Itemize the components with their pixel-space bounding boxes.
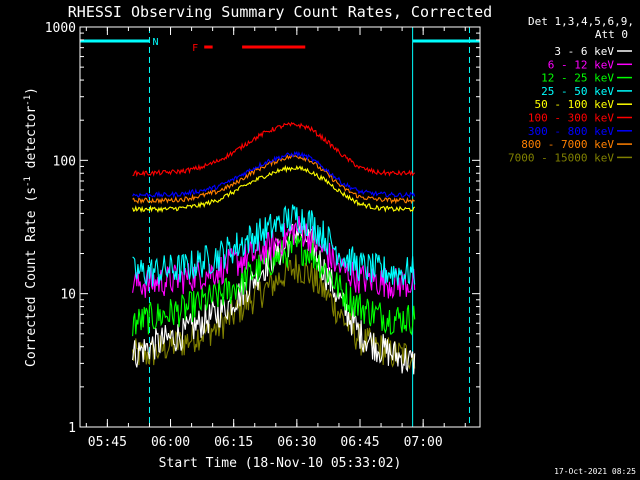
- legend-entry-label: 100 - 300 keV: [528, 112, 614, 125]
- series-layer: [132, 121, 416, 375]
- x-tick-label: 06:45: [340, 435, 379, 450]
- legend-entry-label: 25 - 50 keV: [541, 85, 614, 98]
- flag-label: N: [152, 37, 158, 48]
- x-axis-label: Start Time (18-Nov-10 05:33:02): [159, 456, 402, 471]
- y-axis: 1 10 100 1000: [45, 21, 480, 436]
- y-axis-label: Corrected Count Rate (s-1 detector-1): [23, 87, 39, 367]
- y-tick-label: 10: [60, 288, 76, 303]
- x-axis: 05:45 06:00 06:15 06:30 06:45 07:00: [85, 27, 466, 450]
- legend-entry-label: 800 - 7000 keV: [521, 138, 614, 151]
- y-axis-label-end: ): [24, 87, 39, 95]
- x-tick-label: 06:15: [214, 435, 253, 450]
- legend-entry-label: 300 - 800 keV: [528, 125, 614, 138]
- chart-title: RHESSI Observing Summary Count Rates, Co…: [68, 3, 492, 21]
- legend-entry-label: 12 - 25 keV: [541, 72, 614, 85]
- series-line: [132, 121, 416, 178]
- series-line: [132, 150, 416, 199]
- flag-label: F: [192, 43, 198, 54]
- y-axis-label-main: Corrected Count Rate (s: [24, 187, 39, 367]
- flags-layer: NF: [80, 37, 480, 54]
- legend-entry-label: 6 - 12 keV: [548, 58, 615, 71]
- y-axis-label-sup1: -1: [23, 176, 33, 187]
- y-tick-label: 1: [68, 421, 76, 436]
- y-axis-label-sup2: -1: [23, 95, 33, 106]
- series-line: [132, 164, 416, 214]
- legend-entry-label: 3 - 6 keV: [554, 45, 614, 58]
- y-tick-label: 1000: [45, 21, 76, 36]
- footer-date: 17-Oct-2021 08:25: [554, 467, 636, 476]
- legend-header-line-1: Det 1,3,4,5,6,9,: [528, 15, 634, 28]
- legend-entry-label: 50 - 100 keV: [535, 98, 615, 111]
- series-line: [132, 254, 416, 370]
- series-line: [132, 204, 416, 287]
- x-tick-label: 07:00: [404, 435, 443, 450]
- y-axis-label-mid: detector: [24, 106, 39, 177]
- legend-header-line-2: Att 0: [595, 28, 628, 41]
- x-tick-label: 06:00: [151, 435, 190, 450]
- x-tick-label: 06:30: [277, 435, 316, 450]
- x-tick-label: 05:45: [88, 435, 127, 450]
- legend-entry-label: 7000 - 15000 keV: [508, 151, 614, 164]
- y-tick-label: 100: [53, 154, 76, 169]
- plot-frame: [79, 26, 481, 428]
- series-line: [132, 221, 416, 375]
